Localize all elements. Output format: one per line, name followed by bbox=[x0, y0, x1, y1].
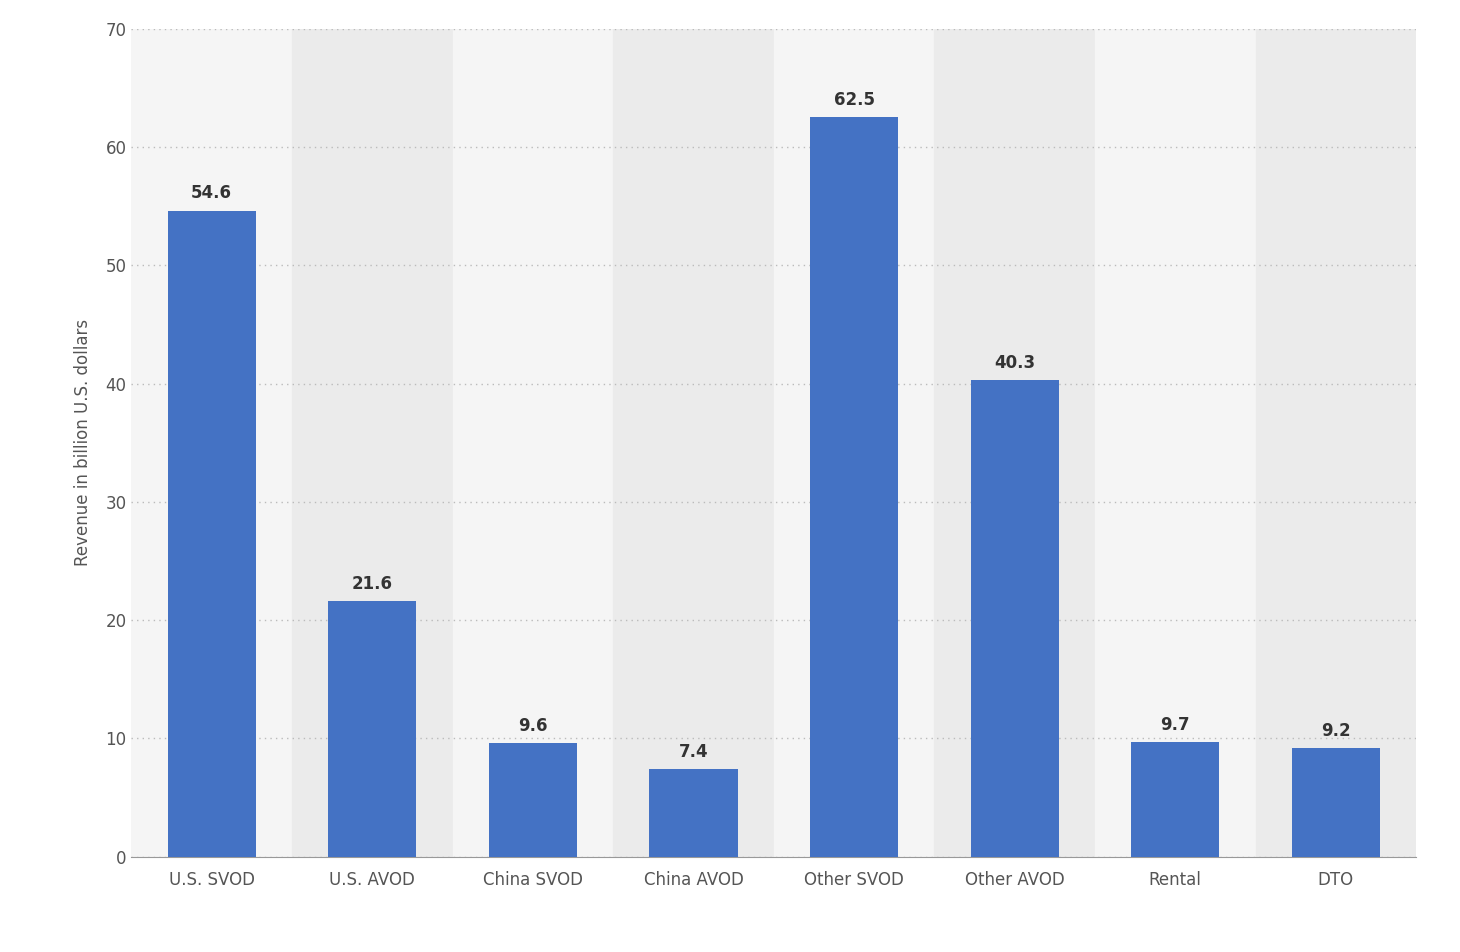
Bar bbox=[650, 769, 737, 857]
Bar bbox=[810, 117, 898, 857]
Bar bbox=[1292, 748, 1380, 857]
Text: 9.6: 9.6 bbox=[518, 717, 548, 735]
Bar bbox=[1256, 29, 1416, 857]
Text: 21.6: 21.6 bbox=[352, 575, 393, 593]
Bar bbox=[971, 380, 1058, 857]
Text: 40.3: 40.3 bbox=[994, 354, 1035, 371]
Text: 9.2: 9.2 bbox=[1321, 722, 1350, 740]
Text: 7.4: 7.4 bbox=[679, 743, 708, 761]
Text: 62.5: 62.5 bbox=[834, 91, 875, 109]
Text: 9.7: 9.7 bbox=[1161, 716, 1190, 734]
Y-axis label: Revenue in billion U.S. dollars: Revenue in billion U.S. dollars bbox=[73, 319, 92, 566]
Bar bbox=[131, 29, 292, 857]
Text: 54.6: 54.6 bbox=[191, 185, 232, 203]
Bar bbox=[292, 29, 453, 857]
Bar bbox=[328, 602, 416, 857]
Bar bbox=[774, 29, 934, 857]
Bar bbox=[613, 29, 774, 857]
Bar bbox=[168, 210, 256, 857]
Bar bbox=[934, 29, 1095, 857]
Bar bbox=[1132, 742, 1219, 857]
Bar bbox=[1095, 29, 1256, 857]
Bar bbox=[489, 744, 577, 857]
Bar bbox=[453, 29, 613, 857]
